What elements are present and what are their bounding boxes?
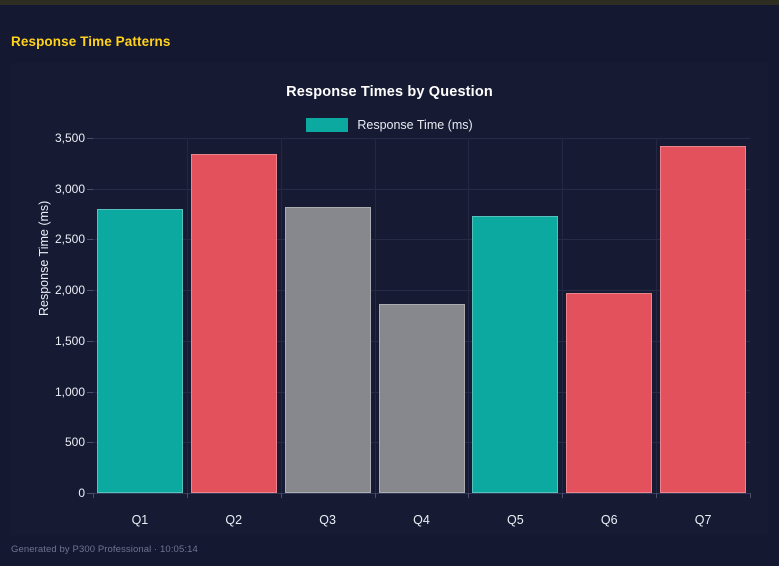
category-divider <box>374 138 376 493</box>
legend-swatch-response-time <box>306 118 349 132</box>
x-axis-tick-label-q1: Q1 <box>131 513 149 527</box>
x-axis-tick-mark <box>374 493 376 498</box>
chart-title: Response Times by Question <box>286 84 493 100</box>
y-axis-title: Response Time (ms) <box>37 200 51 316</box>
chart-card: Response Times by Question Response Time… <box>11 63 768 535</box>
x-axis-tick-label-q7: Q7 <box>694 513 712 527</box>
legend-label-response-time: Response Time (ms) <box>357 117 473 132</box>
bar-q5[interactable] <box>472 216 559 493</box>
x-axis-tick-label-q6: Q6 <box>600 513 618 527</box>
y-axis-tick-mark <box>87 290 93 292</box>
y-axis-tick-mark <box>87 391 93 393</box>
x-axis-tick-mark <box>562 493 564 498</box>
category-divider <box>186 138 188 493</box>
plot-area: 0 500 1,000 1,500 2,000 2,500 3,000 3,500 Q1 Q2 Q… <box>55 131 751 527</box>
gridline <box>93 138 750 139</box>
bar-q2[interactable] <box>190 154 277 493</box>
x-axis-tick-label-q5: Q5 <box>507 513 524 527</box>
category-divider <box>656 138 658 493</box>
category-divider <box>280 138 282 493</box>
category-divider <box>468 138 470 493</box>
gridline <box>93 290 750 292</box>
bar-q7[interactable] <box>660 146 747 493</box>
bar-series <box>93 138 750 493</box>
x-axis-tick-mark <box>750 493 751 498</box>
y-axis-tick-label: 1,500 <box>54 333 85 348</box>
y-axis-tick-label: 3,000 <box>54 181 85 196</box>
window-top-strip <box>0 0 779 5</box>
bar-q1[interactable] <box>96 209 183 493</box>
x-axis-tick-mark <box>656 493 658 498</box>
x-axis-tick-label-q2: Q2 <box>225 513 243 527</box>
gridline <box>93 239 750 241</box>
y-axis-tick-label: 500 <box>64 435 85 450</box>
y-axis-tick-label: 3,500 <box>54 131 85 145</box>
bar-q6[interactable] <box>566 293 653 493</box>
page-title: Response Time Patterns <box>11 34 171 49</box>
bar-slot <box>566 138 653 493</box>
y-axis-tick-mark <box>87 493 93 494</box>
report-page: Response Time Patterns Response Times by… <box>0 5 779 566</box>
x-axis-tick-mark <box>468 493 470 498</box>
gridline <box>93 493 750 494</box>
x-axis-tick-label-q3: Q3 <box>319 513 336 527</box>
y-axis-tick-mark <box>87 188 93 190</box>
bar-q4[interactable] <box>378 304 465 493</box>
x-axis-tick-mark <box>280 493 282 498</box>
bar-slot <box>660 138 747 493</box>
y-axis-tick-label: 0 <box>78 486 85 500</box>
bar-q3[interactable] <box>284 206 371 493</box>
footer-generated-by: Generated by P300 Professional · 10:05:1… <box>11 544 198 555</box>
y-axis-tick-label: 2,500 <box>54 232 85 247</box>
bar-slot <box>284 138 371 493</box>
bar-slot <box>378 138 465 493</box>
y-axis-tick-mark <box>87 442 93 444</box>
y-axis-tick-mark <box>87 239 93 241</box>
x-axis-tick-label-q4: Q4 <box>413 513 430 527</box>
gridline <box>93 188 750 190</box>
y-axis-tick-label: 1,000 <box>54 384 85 399</box>
x-axis-tick-mark <box>186 493 188 498</box>
y-axis-tick-label: 2,000 <box>54 283 85 298</box>
y-axis-tick-mark <box>87 340 93 342</box>
bar-slot <box>96 138 183 493</box>
bar-slot <box>190 138 277 493</box>
chart-legend: Response Time (ms) <box>11 118 768 132</box>
y-axis-tick-mark <box>87 138 93 139</box>
bar-slot <box>472 138 559 493</box>
category-divider <box>562 138 564 493</box>
x-axis-tick-mark <box>93 493 94 498</box>
